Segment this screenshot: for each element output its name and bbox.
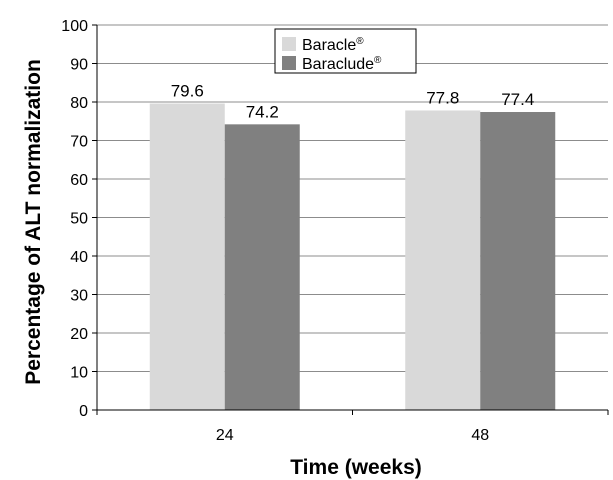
- legend-swatch-baraclude: [282, 56, 296, 70]
- bar-baracle-24: [149, 103, 225, 410]
- legend-label-baracle: Baracle®: [302, 36, 364, 54]
- x-axis-title: Time (weeks): [290, 456, 422, 479]
- y-tick-label: 10: [70, 365, 88, 382]
- data-label: 77.8: [426, 88, 459, 107]
- y-tick-label: 60: [70, 172, 88, 189]
- bars: [149, 103, 556, 410]
- legend-label-baraclude: Baraclude®: [302, 55, 382, 73]
- y-tick-label: 90: [70, 57, 88, 74]
- bar-baraclude-24: [224, 124, 300, 410]
- x-axis-ticks: 24 48: [96, 410, 609, 444]
- y-tick-label: 80: [70, 95, 88, 112]
- y-axis-ticks: 0 10 20 30 40 50 60 70 80 90 100: [61, 18, 97, 420]
- x-tick-label: 48: [471, 427, 489, 444]
- data-label: 79.6: [171, 82, 204, 101]
- y-tick-label: 0: [79, 403, 88, 420]
- data-label: 77.4: [501, 90, 534, 109]
- legend-swatch-baracle: [282, 37, 296, 51]
- y-tick-label: 50: [70, 211, 88, 228]
- x-tick-label: 24: [216, 427, 234, 444]
- y-tick-label: 70: [70, 134, 88, 151]
- y-tick-label: 40: [70, 249, 88, 266]
- y-tick-label: 30: [70, 288, 88, 305]
- bar-baraclude-48: [480, 112, 556, 410]
- y-tick-label: 100: [61, 18, 88, 35]
- data-labels: 79.6 74.2 77.8 77.4: [171, 82, 535, 122]
- legend: Baracle® Baraclude®: [274, 28, 417, 74]
- y-tick-label: 20: [70, 326, 88, 343]
- legend-box: [274, 28, 417, 74]
- data-label: 74.2: [246, 102, 279, 121]
- y-axis-title: Percentage of ALT normalization: [22, 59, 45, 385]
- bar-baracle-48: [405, 110, 481, 410]
